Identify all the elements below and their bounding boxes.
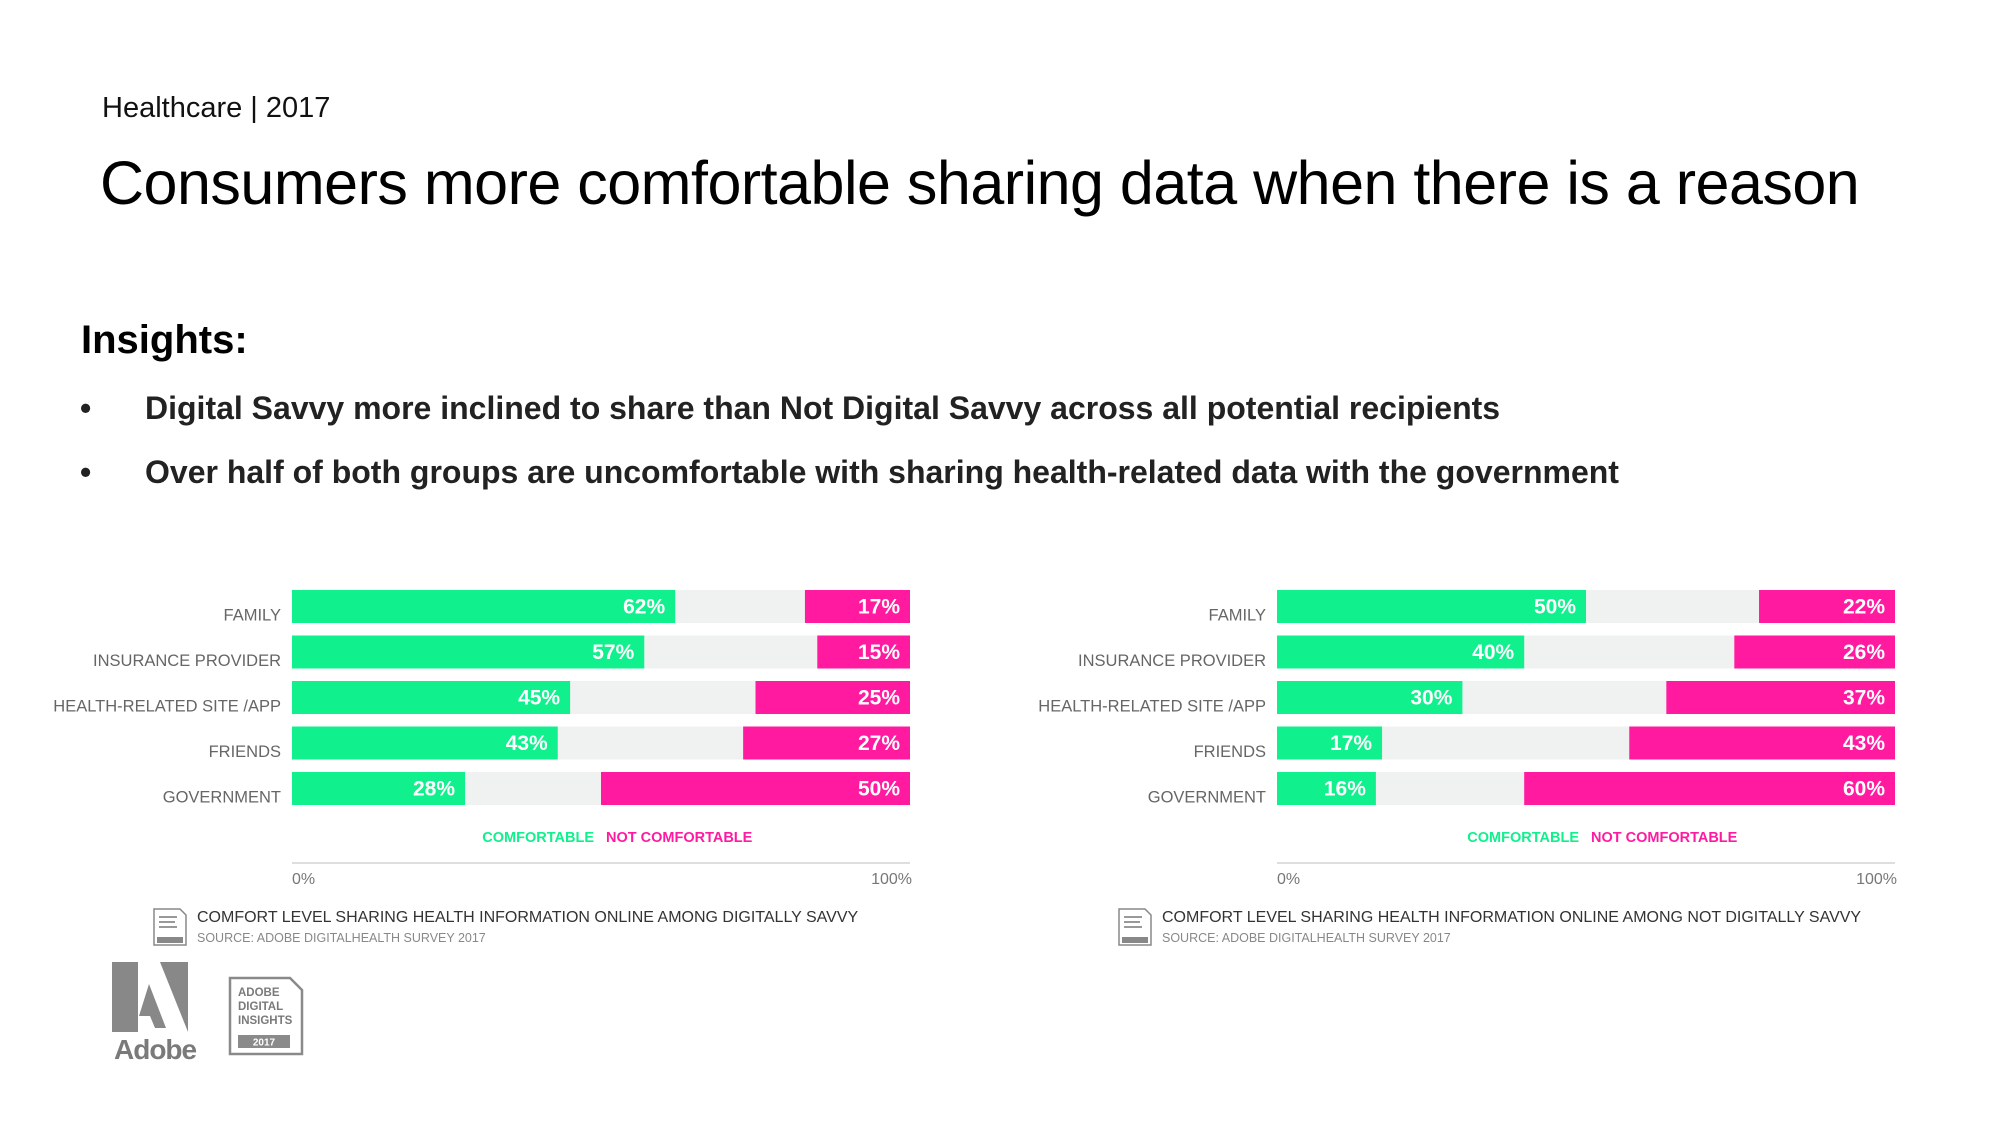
data-label-not-comfortable: 37% (1843, 687, 1885, 710)
insight-text-2: Over half of both groups are uncomfortab… (145, 454, 1619, 490)
bar-comfortable (292, 772, 466, 805)
data-label-comfortable: 17% (1330, 732, 1372, 755)
category-label: FAMILY (224, 607, 281, 625)
data-label-not-comfortable: 25% (858, 687, 900, 710)
category-label: GOVERNMENT (1148, 789, 1266, 807)
bar-not-comfortable (1666, 681, 1895, 714)
category-label: HEALTH-RELATED SITE /APP (53, 698, 281, 716)
page-title: Consumers more comfortable sharing data … (100, 149, 1860, 217)
badge-line-3: INSIGHTS (238, 1015, 293, 1027)
bar-comfortable (1277, 590, 1586, 623)
chart-not-digitally-savvy: FAMILY 50% 22% INSURANCE PROVIDER 40% 26% HEAL… (1025, 570, 1925, 890)
bullet-dot: • (80, 390, 92, 426)
bar-not-comfortable (755, 681, 910, 714)
data-label-not-comfortable: 43% (1843, 732, 1885, 755)
insights-heading: Insights: (81, 318, 248, 362)
bar-not-comfortable (817, 635, 910, 669)
bar-not-comfortable (601, 772, 910, 805)
data-label-comfortable: 62% (623, 596, 665, 619)
adobe-wordmark: Adobe (114, 1034, 197, 1065)
adobe-insights-badge-icon (1118, 908, 1152, 946)
bar-comfortable (292, 726, 558, 760)
data-label-comfortable: 57% (592, 641, 634, 664)
bar-comfortable (292, 635, 645, 669)
data-label-comfortable: 43% (506, 732, 548, 755)
bar-comfortable (1277, 726, 1383, 760)
category-label: INSURANCE PROVIDER (93, 652, 281, 670)
adobe-insights-badge-icon (153, 908, 187, 946)
bar-not-comfortable (1734, 635, 1895, 669)
data-label-comfortable: 16% (1324, 778, 1366, 801)
bar-comfortable (1277, 772, 1376, 805)
x-tick-label: 100% (1856, 871, 1897, 888)
badge-line-2: DIGITAL (238, 1001, 283, 1013)
category-label: FRIENDS (1194, 743, 1266, 761)
badge-year: 2017 (253, 1038, 276, 1049)
chart-caption-source: SOURCE: ADOBE DIGITALHEALTH SURVEY 2017 (1162, 931, 1451, 945)
data-label-comfortable: 50% (1534, 596, 1576, 619)
bar-not-comfortable (1759, 590, 1895, 623)
adobe-logo-icon (112, 962, 188, 1032)
category-label: HEALTH-RELATED SITE /APP (1038, 698, 1266, 716)
bullet-dot: • (80, 454, 92, 490)
data-label-not-comfortable: 60% (1843, 778, 1885, 801)
bar-not-comfortable (743, 726, 910, 760)
category-label: INSURANCE PROVIDER (1078, 652, 1266, 670)
chart-caption-source: SOURCE: ADOBE DIGITALHEALTH SURVEY 2017 (197, 931, 486, 945)
data-label-not-comfortable: 17% (858, 596, 900, 619)
data-label-not-comfortable: 26% (1843, 641, 1885, 664)
data-label-comfortable: 30% (1410, 687, 1452, 710)
legend-comfortable: COMFORTABLE (1467, 830, 1579, 846)
page-kicker: Healthcare | 2017 (102, 92, 331, 124)
bar-comfortable (1277, 681, 1463, 714)
data-label-comfortable: 40% (1472, 641, 1514, 664)
bar-not-comfortable (1629, 726, 1895, 760)
data-label-not-comfortable: 50% (858, 778, 900, 801)
legend-comfortable: COMFORTABLE (482, 830, 594, 846)
data-label-not-comfortable: 15% (858, 641, 900, 664)
legend-not-comfortable: NOT COMFORTABLE (1591, 830, 1738, 846)
bar-comfortable (292, 590, 676, 623)
chart-digitally-savvy: FAMILY 62% 17% INSURANCE PROVIDER 57% 15% HEAL… (40, 570, 940, 890)
bar-chart-svg: FAMILY 50% 22% INSURANCE PROVIDER 40% 26% HEAL… (1038, 590, 1897, 888)
data-label-comfortable: 28% (413, 778, 455, 801)
insight-text-1: Digital Savvy more inclined to share tha… (145, 390, 1501, 426)
data-label-not-comfortable: 22% (1843, 596, 1885, 619)
category-label: FRIENDS (209, 743, 281, 761)
adobe-digital-insights-badge-icon: ADOBE DIGITAL INSIGHTS 2017 (228, 976, 304, 1056)
x-tick-label: 100% (871, 871, 912, 888)
badge-line-1: ADOBE (238, 987, 280, 999)
bar-comfortable (1277, 635, 1525, 669)
bar-not-comfortable (1524, 772, 1895, 805)
category-label: FAMILY (1209, 607, 1266, 625)
data-label-not-comfortable: 27% (858, 732, 900, 755)
chart-caption-title: COMFORT LEVEL SHARING HEALTH INFORMATION… (197, 909, 859, 926)
bar-comfortable (292, 681, 571, 714)
category-label: GOVERNMENT (163, 789, 281, 807)
chart-caption-title: COMFORT LEVEL SHARING HEALTH INFORMATION… (1162, 909, 1862, 926)
bar-chart-svg: FAMILY 62% 17% INSURANCE PROVIDER 57% 15% HEAL… (53, 590, 912, 888)
bar-not-comfortable (804, 590, 910, 623)
data-label-comfortable: 45% (518, 687, 560, 710)
x-tick-label: 0% (1277, 871, 1300, 888)
legend-not-comfortable: NOT COMFORTABLE (606, 830, 753, 846)
x-tick-label: 0% (292, 871, 315, 888)
